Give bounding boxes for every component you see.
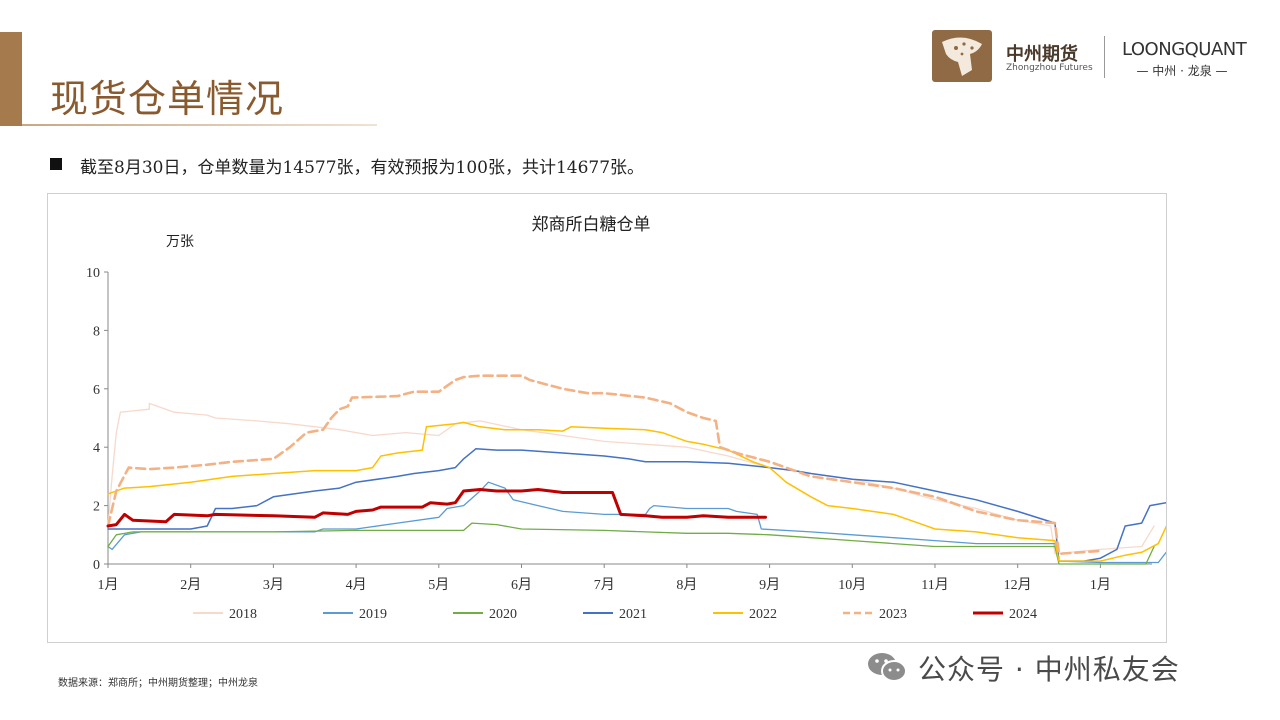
- chart-title: 郑商所白糖仓单: [532, 215, 651, 235]
- legend-label-2019: 2019: [359, 607, 387, 622]
- logo-name-cn: 中州期货: [1006, 44, 1078, 65]
- legend-label-2020: 2020: [489, 607, 517, 622]
- x-tick-label: 2月: [180, 577, 201, 593]
- title-underline: [22, 124, 377, 126]
- series-line-2023: [106, 374, 1102, 556]
- y-tick-label: 4: [93, 441, 100, 456]
- summary-bullet: 截至8月30日，仓单数量为14577张，有效预报为100张，共计14677张。: [80, 158, 645, 178]
- x-tick-label: 12月: [1004, 577, 1032, 593]
- y-axis-unit-label: 万张: [166, 234, 194, 250]
- legend-label-2022: 2022: [749, 607, 777, 622]
- wechat-icon: [868, 653, 907, 682]
- zhongzhou-leopard-logo-icon: [932, 30, 992, 82]
- series-line-2024: [106, 488, 767, 528]
- x-tick-label: 1月: [1090, 577, 1111, 593]
- page-title: 现货仓单情况: [50, 77, 285, 121]
- logo-divider: [1104, 36, 1105, 78]
- x-tick-label: 7月: [594, 577, 615, 593]
- data-source-note: 数据来源：郑商所；中州期货整理；中州龙泉: [58, 678, 258, 689]
- x-tick-label: 4月: [346, 577, 367, 593]
- y-tick-label: 2: [93, 500, 100, 515]
- y-tick-label: 8: [93, 324, 100, 339]
- series-line-2020: [107, 522, 1155, 565]
- x-tick-label: 8月: [676, 577, 697, 593]
- legend-label-2023: 2023: [879, 607, 907, 622]
- bullet-square-icon: [50, 158, 62, 170]
- y-tick-label: 6: [93, 383, 100, 398]
- legend-label-2021: 2021: [619, 607, 647, 622]
- logo-name-en: Zhongzhou Futures: [1006, 63, 1093, 73]
- x-tick-label: 11月: [921, 577, 948, 593]
- watermark-text: 公众号 · 中州私友会: [918, 653, 1180, 686]
- title-accent-bar: [0, 32, 22, 126]
- series-line-2019: [107, 481, 1166, 564]
- series-line-2022: [107, 421, 1166, 562]
- x-tick-label: 10月: [838, 577, 866, 593]
- x-tick-label: 3月: [263, 577, 284, 593]
- chart-frame: 郑商所白糖仓单万张 0 2 4 6 8 10 1月 2月 3月 4月 5月 6月 7月 8月 9月 10月 11月…: [47, 193, 1167, 643]
- loongquant-logo-text: LOONGQUANT: [1122, 39, 1247, 60]
- y-tick-label: 10: [86, 266, 100, 281]
- y-tick-label: 0: [93, 558, 100, 573]
- x-tick-label: 6月: [511, 577, 532, 593]
- x-tick-label: 1月: [98, 577, 119, 593]
- x-tick-label: 5月: [428, 577, 449, 593]
- loongquant-logo-sub: — 中州 · 龙泉 —: [1136, 64, 1228, 78]
- legend-label-2024: 2024: [1009, 607, 1037, 622]
- x-tick-label: 9月: [759, 577, 780, 593]
- legend-label-2018: 2018: [229, 607, 257, 622]
